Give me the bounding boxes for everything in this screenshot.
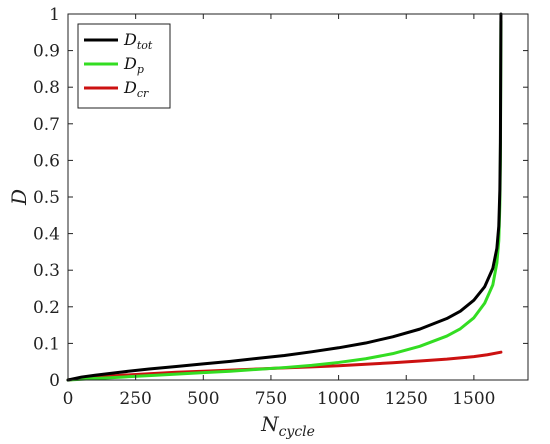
- legend-label: Dcr: [123, 78, 149, 100]
- x-tick-label: 1500: [452, 389, 495, 409]
- x-axis-label-main: N: [260, 412, 280, 436]
- y-tick-label: 0.8: [33, 78, 60, 98]
- x-axis-label: Ncycle: [260, 412, 315, 440]
- y-tick-label: 0.9: [33, 42, 60, 62]
- y-tick-label: 0.1: [33, 334, 60, 354]
- x-tick-label: 750: [255, 389, 287, 409]
- legend-label-main: D: [123, 78, 137, 97]
- legend-label-sub: tot: [137, 39, 153, 52]
- series-line-d-p: [66, 19, 503, 382]
- legend-label: Dtot: [123, 30, 153, 52]
- y-tick-label: 0.6: [33, 151, 60, 171]
- y-tick-label: 0: [49, 371, 60, 391]
- series-line-d-tot: [66, 12, 503, 382]
- x-tick-label: 500: [187, 389, 219, 409]
- y-tick-label: 0.4: [33, 225, 60, 245]
- legend-label-main: D: [123, 54, 137, 73]
- legend-label-main: D: [123, 30, 137, 49]
- y-tick-label: 0.3: [33, 261, 60, 281]
- y-tick-label: 0.7: [33, 115, 60, 135]
- legend-label-sub: p: [137, 63, 144, 76]
- legend-label-sub: cr: [137, 87, 149, 100]
- legend-box: [77, 23, 171, 109]
- x-tick-label: 1250: [385, 389, 428, 409]
- x-axis-label-sub: cycle: [279, 424, 315, 440]
- y-tick-label: 0.5: [33, 188, 60, 208]
- y-tick-label: 0.2: [33, 298, 60, 318]
- legend-label: Dp: [123, 54, 144, 76]
- x-tick-label: 0: [63, 389, 74, 409]
- x-tick-label: 1000: [317, 389, 360, 409]
- y-axis-label: D: [7, 189, 31, 206]
- plot-frame: [67, 13, 529, 381]
- y-tick-label: 1: [49, 5, 60, 25]
- x-tick-label: 250: [119, 389, 151, 409]
